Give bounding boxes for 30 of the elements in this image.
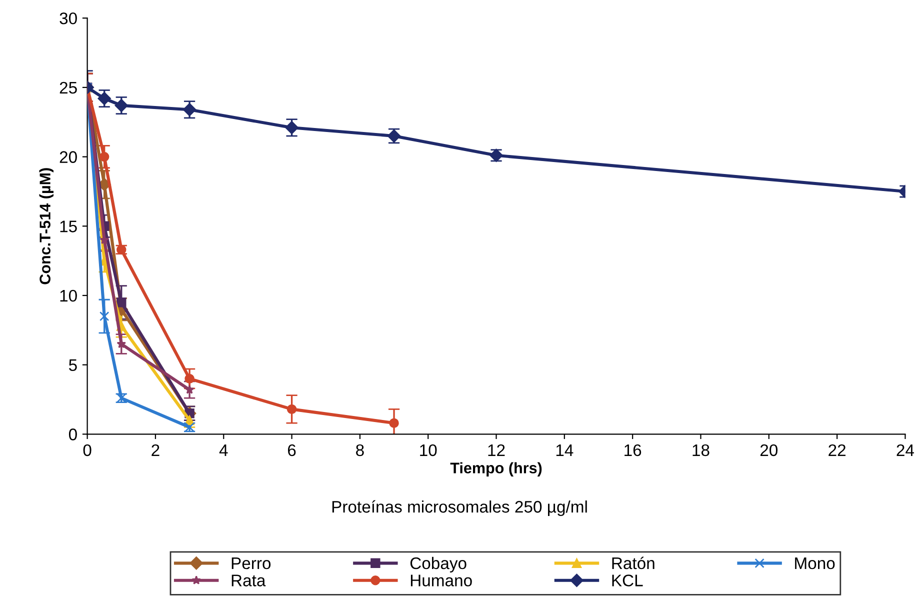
legend-label: Ratón bbox=[612, 556, 654, 570]
legend-label: KCL bbox=[612, 574, 643, 586]
x-tick-label: 4 bbox=[219, 444, 228, 456]
y-tick-label: 15 bbox=[60, 220, 77, 232]
x-tick-label: 10 bbox=[420, 444, 437, 456]
y-tick-label: 0 bbox=[68, 428, 77, 440]
x-tick-label: 22 bbox=[828, 444, 846, 456]
y-tick-label: 20 bbox=[60, 151, 77, 163]
legend-label: Mono bbox=[795, 558, 835, 570]
y-tick-label: 5 bbox=[68, 359, 77, 372]
legend-label: Humano bbox=[410, 574, 472, 586]
x-tick-label: 18 bbox=[692, 444, 710, 456]
x-tick-label: 20 bbox=[760, 444, 778, 456]
x-tick-label: 12 bbox=[488, 444, 505, 456]
x-tick-label: 14 bbox=[556, 444, 574, 456]
x-tick-label: 16 bbox=[624, 444, 642, 456]
legend-label: Rata bbox=[232, 574, 266, 586]
x-axis-title: Tiempo (hrs) bbox=[450, 462, 542, 476]
x-tick-label: 0 bbox=[83, 444, 92, 456]
y-tick-label: 10 bbox=[60, 290, 77, 302]
y-axis-title: Conc.T-514 (µM) bbox=[39, 168, 54, 284]
x-tick-label: 24 bbox=[896, 444, 914, 456]
legend-label: Perro bbox=[232, 558, 271, 570]
text: Proteínas microsomales 250 µg/ml bbox=[332, 500, 587, 516]
y-tick-label: 25 bbox=[60, 82, 77, 94]
y-tick-label: 30 bbox=[60, 12, 77, 24]
x-tick-label: 6 bbox=[288, 444, 296, 456]
x-tick-label: 8 bbox=[356, 444, 364, 456]
legend-label: Cobayo bbox=[410, 556, 466, 572]
x-tick-label: 2 bbox=[152, 444, 160, 456]
